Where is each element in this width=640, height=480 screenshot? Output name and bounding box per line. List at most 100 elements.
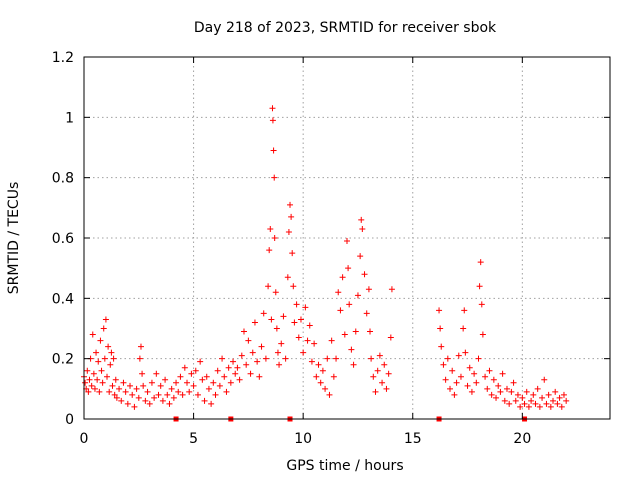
data-point <box>512 397 519 404</box>
data-point <box>89 331 96 338</box>
data-point <box>344 238 350 245</box>
data-point <box>510 379 517 386</box>
data-point <box>225 364 232 371</box>
data-point <box>105 343 112 350</box>
data-point <box>288 213 295 220</box>
data-point <box>514 391 521 398</box>
data-point <box>272 289 279 296</box>
data-point <box>319 367 326 374</box>
data-point <box>461 307 468 314</box>
data-point <box>214 367 221 374</box>
data-point <box>91 385 98 392</box>
data-point <box>462 349 469 356</box>
data-point <box>139 370 146 377</box>
data-point <box>269 105 276 112</box>
data-point <box>102 316 109 323</box>
data-point <box>201 397 208 404</box>
data-point <box>493 394 500 401</box>
data-point <box>223 388 230 395</box>
data-point <box>326 391 333 398</box>
data-point <box>95 358 102 365</box>
data-point <box>210 379 217 386</box>
data-point <box>251 319 258 326</box>
data-point <box>528 397 535 404</box>
data-point <box>385 370 392 377</box>
data-point <box>199 376 206 383</box>
data-point <box>335 289 342 296</box>
data-point <box>287 201 294 208</box>
data-point <box>519 394 526 401</box>
data-point <box>142 397 149 404</box>
data-point <box>476 283 483 290</box>
data-point <box>140 382 147 389</box>
y-tick-label: 1 <box>65 110 74 126</box>
data-point <box>554 400 561 407</box>
data-point <box>265 283 272 290</box>
data-point <box>341 331 348 338</box>
data-point <box>208 400 215 407</box>
data-point <box>135 394 142 401</box>
data-point <box>173 379 180 386</box>
plot-frame <box>83 56 611 420</box>
data-point <box>151 394 158 401</box>
data-point <box>164 391 171 398</box>
data-point <box>547 403 554 410</box>
y-tick-label: 0.4 <box>52 291 74 307</box>
data-point <box>240 328 247 335</box>
data-point <box>387 334 394 341</box>
data-point <box>545 391 552 398</box>
data-point <box>348 346 355 353</box>
data-point <box>440 361 447 368</box>
data-point <box>124 400 131 407</box>
data-point <box>144 388 151 395</box>
data-point <box>295 334 302 341</box>
data-point <box>447 385 454 392</box>
data-point <box>112 376 119 383</box>
data-point <box>486 367 493 374</box>
data-point <box>501 397 508 404</box>
data-point <box>243 361 250 368</box>
data-point <box>227 379 234 386</box>
data-point <box>99 379 106 386</box>
data-point <box>490 376 497 383</box>
data-point <box>372 388 379 395</box>
x-tick-label: 5 <box>189 431 198 447</box>
data-point <box>437 325 444 332</box>
data-point <box>203 373 210 380</box>
data-point <box>503 385 510 392</box>
data-point <box>278 340 285 347</box>
data-point <box>166 400 173 407</box>
data-point <box>468 388 475 395</box>
data-point <box>523 388 530 395</box>
data-point <box>442 376 449 383</box>
data-point <box>100 325 107 332</box>
data-point <box>175 388 182 395</box>
data-point <box>108 349 115 356</box>
data-point <box>234 364 241 371</box>
data-point <box>457 373 464 380</box>
data-point <box>368 355 375 362</box>
data-point <box>249 349 256 356</box>
data-point <box>170 394 177 401</box>
data-point <box>230 358 237 365</box>
data-point <box>521 400 528 407</box>
data-point <box>460 325 467 332</box>
data-point <box>270 147 277 154</box>
data-point <box>238 352 245 359</box>
data-point <box>181 364 188 371</box>
data-point <box>216 382 223 389</box>
data-point <box>345 265 352 272</box>
data-point <box>464 382 471 389</box>
data-point <box>190 382 197 389</box>
data-point <box>517 403 524 410</box>
data-point <box>484 385 491 392</box>
tick-labels: 0 0.2 0.4 0.6 0.8 1 1.2 0 5 10 15 20 <box>52 50 532 447</box>
x-tick-label: 15 <box>404 431 422 447</box>
data-point <box>232 370 239 377</box>
data-point <box>317 379 324 386</box>
data-point <box>104 373 111 380</box>
data-point <box>532 400 539 407</box>
grid <box>84 57 610 419</box>
